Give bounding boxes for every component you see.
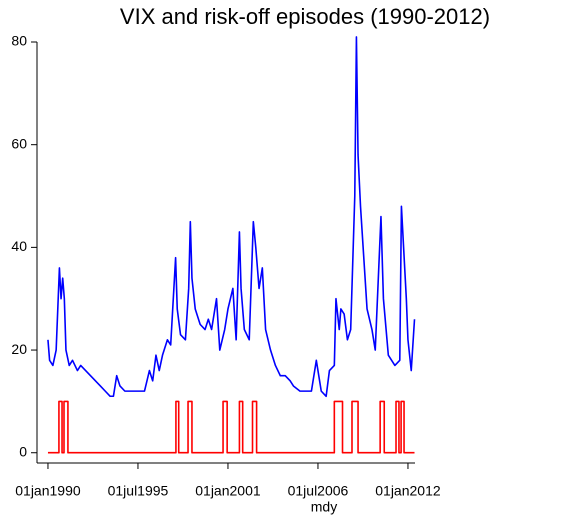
series-line [47, 36, 416, 398]
y-tick-label: 0 [19, 443, 27, 459]
x-tick-label: 01jan2012 [375, 483, 441, 499]
y-tick-label: 80 [11, 33, 27, 49]
x-tick-label: 01jan2001 [195, 483, 261, 499]
x-tick-label: 01jul1995 [108, 483, 169, 499]
series-line [47, 400, 415, 454]
x-tick-label: 01jan1990 [15, 483, 81, 499]
chart-title: VIX and risk-off episodes (1990-2012) [120, 4, 490, 29]
x-tick-label: 01jul2006 [288, 483, 349, 499]
y-tick-label: 20 [11, 341, 27, 357]
x-axis-label: mdy [311, 499, 337, 515]
y-tick-label: 40 [11, 238, 27, 254]
y-tick-label: 60 [11, 135, 27, 151]
